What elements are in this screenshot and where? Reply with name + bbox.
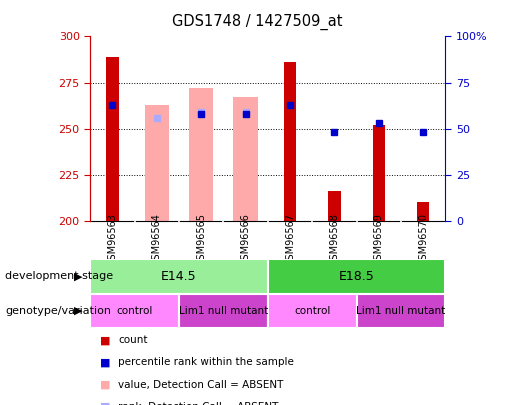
- Bar: [268, 294, 356, 328]
- Text: count: count: [118, 335, 148, 345]
- Text: GSM96568: GSM96568: [330, 213, 339, 266]
- Bar: [106, 57, 118, 221]
- Text: control: control: [116, 306, 153, 316]
- Text: Lim1 null mutant: Lim1 null mutant: [356, 306, 445, 316]
- Bar: [268, 259, 445, 294]
- Bar: [179, 294, 268, 328]
- Text: value, Detection Call = ABSENT: value, Detection Call = ABSENT: [118, 380, 284, 390]
- Text: GSM96564: GSM96564: [152, 213, 162, 266]
- Bar: [328, 191, 340, 221]
- Text: GSM96569: GSM96569: [374, 213, 384, 266]
- Bar: [145, 104, 169, 221]
- Text: GSM96570: GSM96570: [418, 213, 428, 266]
- Bar: [90, 259, 268, 294]
- Text: rank, Detection Call = ABSENT: rank, Detection Call = ABSENT: [118, 402, 279, 405]
- Text: GDS1748 / 1427509_at: GDS1748 / 1427509_at: [172, 14, 343, 30]
- Text: GSM96563: GSM96563: [107, 213, 117, 266]
- Text: ■: ■: [100, 335, 111, 345]
- Text: ■: ■: [100, 380, 111, 390]
- Bar: [233, 97, 258, 221]
- Text: ▶: ▶: [74, 306, 82, 316]
- Bar: [284, 62, 296, 221]
- Text: GSM96566: GSM96566: [241, 213, 251, 266]
- Text: E18.5: E18.5: [339, 270, 374, 283]
- Bar: [356, 294, 445, 328]
- Bar: [373, 125, 385, 221]
- Text: GSM96567: GSM96567: [285, 213, 295, 266]
- Text: Lim1 null mutant: Lim1 null mutant: [179, 306, 268, 316]
- Text: E14.5: E14.5: [161, 270, 197, 283]
- Text: ■: ■: [100, 358, 111, 367]
- Text: genotype/variation: genotype/variation: [5, 306, 111, 316]
- Text: percentile rank within the sample: percentile rank within the sample: [118, 358, 295, 367]
- Text: ▶: ▶: [74, 271, 82, 281]
- Bar: [417, 202, 430, 221]
- Bar: [189, 88, 213, 221]
- Text: ■: ■: [100, 402, 111, 405]
- Text: development stage: development stage: [5, 271, 113, 281]
- Text: control: control: [294, 306, 331, 316]
- Bar: [90, 294, 179, 328]
- Text: GSM96565: GSM96565: [196, 213, 206, 266]
